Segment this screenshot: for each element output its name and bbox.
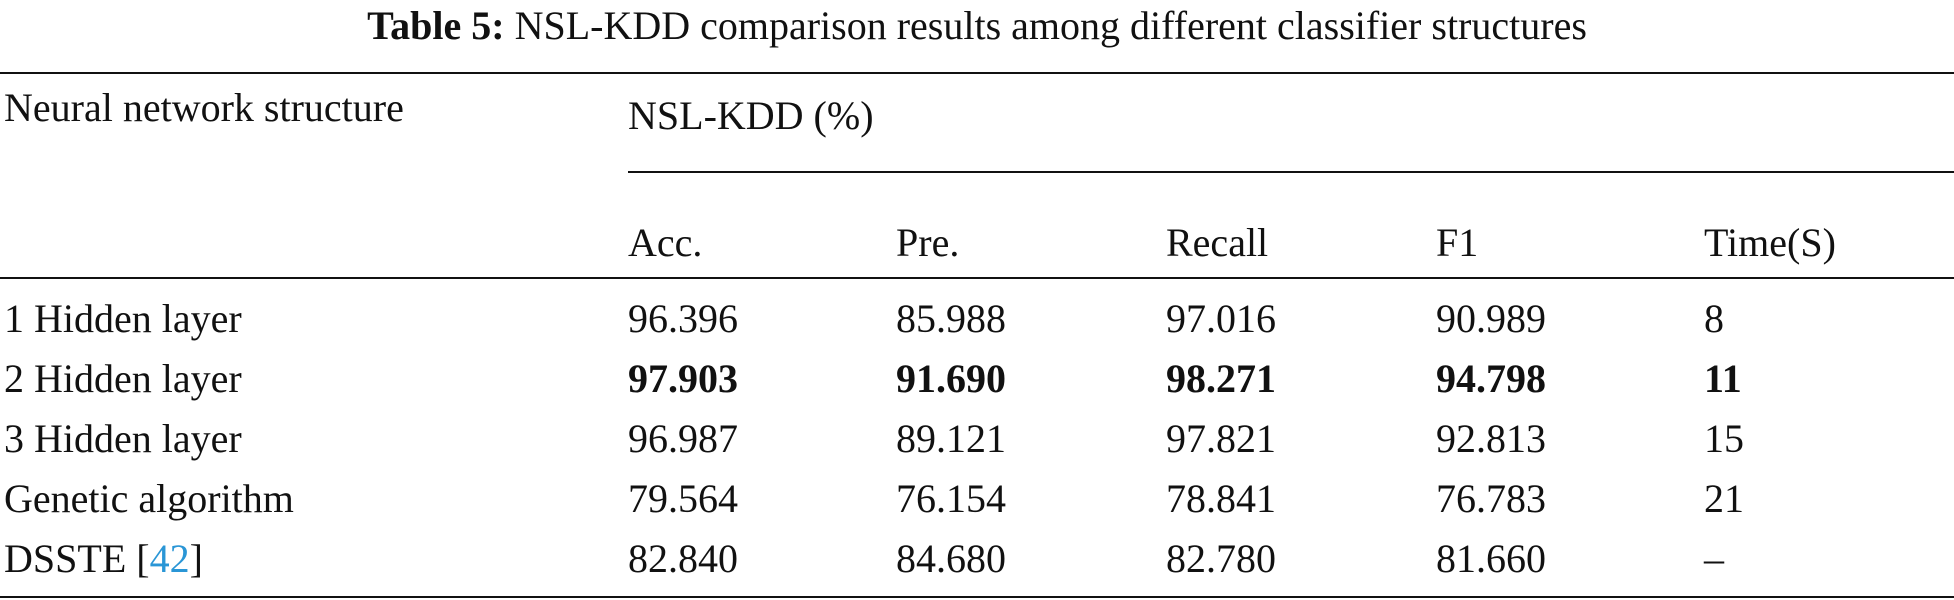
column-header-pre: Pre. <box>896 220 960 265</box>
column-header-f1: F1 <box>1436 220 1479 265</box>
table-caption: Table 5: NSL-KDD comparison results amon… <box>0 2 1954 50</box>
table-cell-r5-pre: 84.680 <box>896 536 1006 581</box>
row-header-label: Neural network structure <box>4 85 404 130</box>
table-cell-r1-acc: 96.396 <box>628 296 738 341</box>
table-cell-r2-acc: 97.903 <box>628 356 738 401</box>
table-cell-r4-time: 21 <box>1704 476 1744 521</box>
table-cell-r1-time: 8 <box>1704 296 1724 341</box>
table-cell-r4-recall: 78.841 <box>1166 476 1276 521</box>
table-cell-r3-f1: 92.813 <box>1436 416 1546 461</box>
table-cell-r1-f1: 90.989 <box>1436 296 1546 341</box>
column-header-acc: Acc. <box>628 220 703 265</box>
header-rule <box>0 277 1954 279</box>
table-caption-label: Table 5: <box>367 3 505 48</box>
table-cell-r4-acc: 79.564 <box>628 476 738 521</box>
row-label-dsste: DSSTE [42] <box>4 535 203 583</box>
table-cell-r2-f1: 94.798 <box>1436 356 1546 401</box>
row-label-3-hidden-layer: 3 Hidden layer <box>4 416 242 461</box>
table-caption-text: NSL-KDD comparison results among differe… <box>514 3 1587 48</box>
table-cell-r5-f1: 81.660 <box>1436 536 1546 581</box>
table-cell-r4-pre: 76.154 <box>896 476 1006 521</box>
table-cell-r2-time: 11 <box>1704 356 1742 401</box>
row-label-dsste-bracket: ] <box>189 536 203 581</box>
table-cell-r5-acc: 82.840 <box>628 536 738 581</box>
table-cell-r2-recall: 98.271 <box>1166 356 1276 401</box>
table-cell-r3-pre: 89.121 <box>896 416 1006 461</box>
column-header-recall: Recall <box>1166 220 1269 265</box>
table-cell-r3-acc: 96.987 <box>628 416 738 461</box>
table-cell-r2-pre: 91.690 <box>896 356 1006 401</box>
column-header-time: Time(S) <box>1704 220 1836 265</box>
row-label-1-hidden-layer: 1 Hidden layer <box>4 296 242 341</box>
table-cell-r3-time: 15 <box>1704 416 1744 461</box>
table-cell-r5-time: – <box>1704 536 1724 581</box>
table-cell-r5-recall: 82.780 <box>1166 536 1276 581</box>
table-cell-r1-recall: 97.016 <box>1166 296 1276 341</box>
group-rule <box>628 171 1954 173</box>
bottom-rule <box>0 596 1954 598</box>
top-rule <box>0 72 1954 74</box>
row-label-dsste-text: DSSTE [ <box>4 536 150 581</box>
table-cell-r4-f1: 76.783 <box>1436 476 1546 521</box>
table-cell-r3-recall: 97.821 <box>1166 416 1276 461</box>
row-label-genetic-algorithm: Genetic algorithm <box>4 476 294 521</box>
table-cell-r1-pre: 85.988 <box>896 296 1006 341</box>
reference-link-42[interactable]: 42 <box>149 536 190 581</box>
group-header-label: NSL-KDD (%) <box>628 93 874 138</box>
row-label-2-hidden-layer: 2 Hidden layer <box>4 356 242 401</box>
